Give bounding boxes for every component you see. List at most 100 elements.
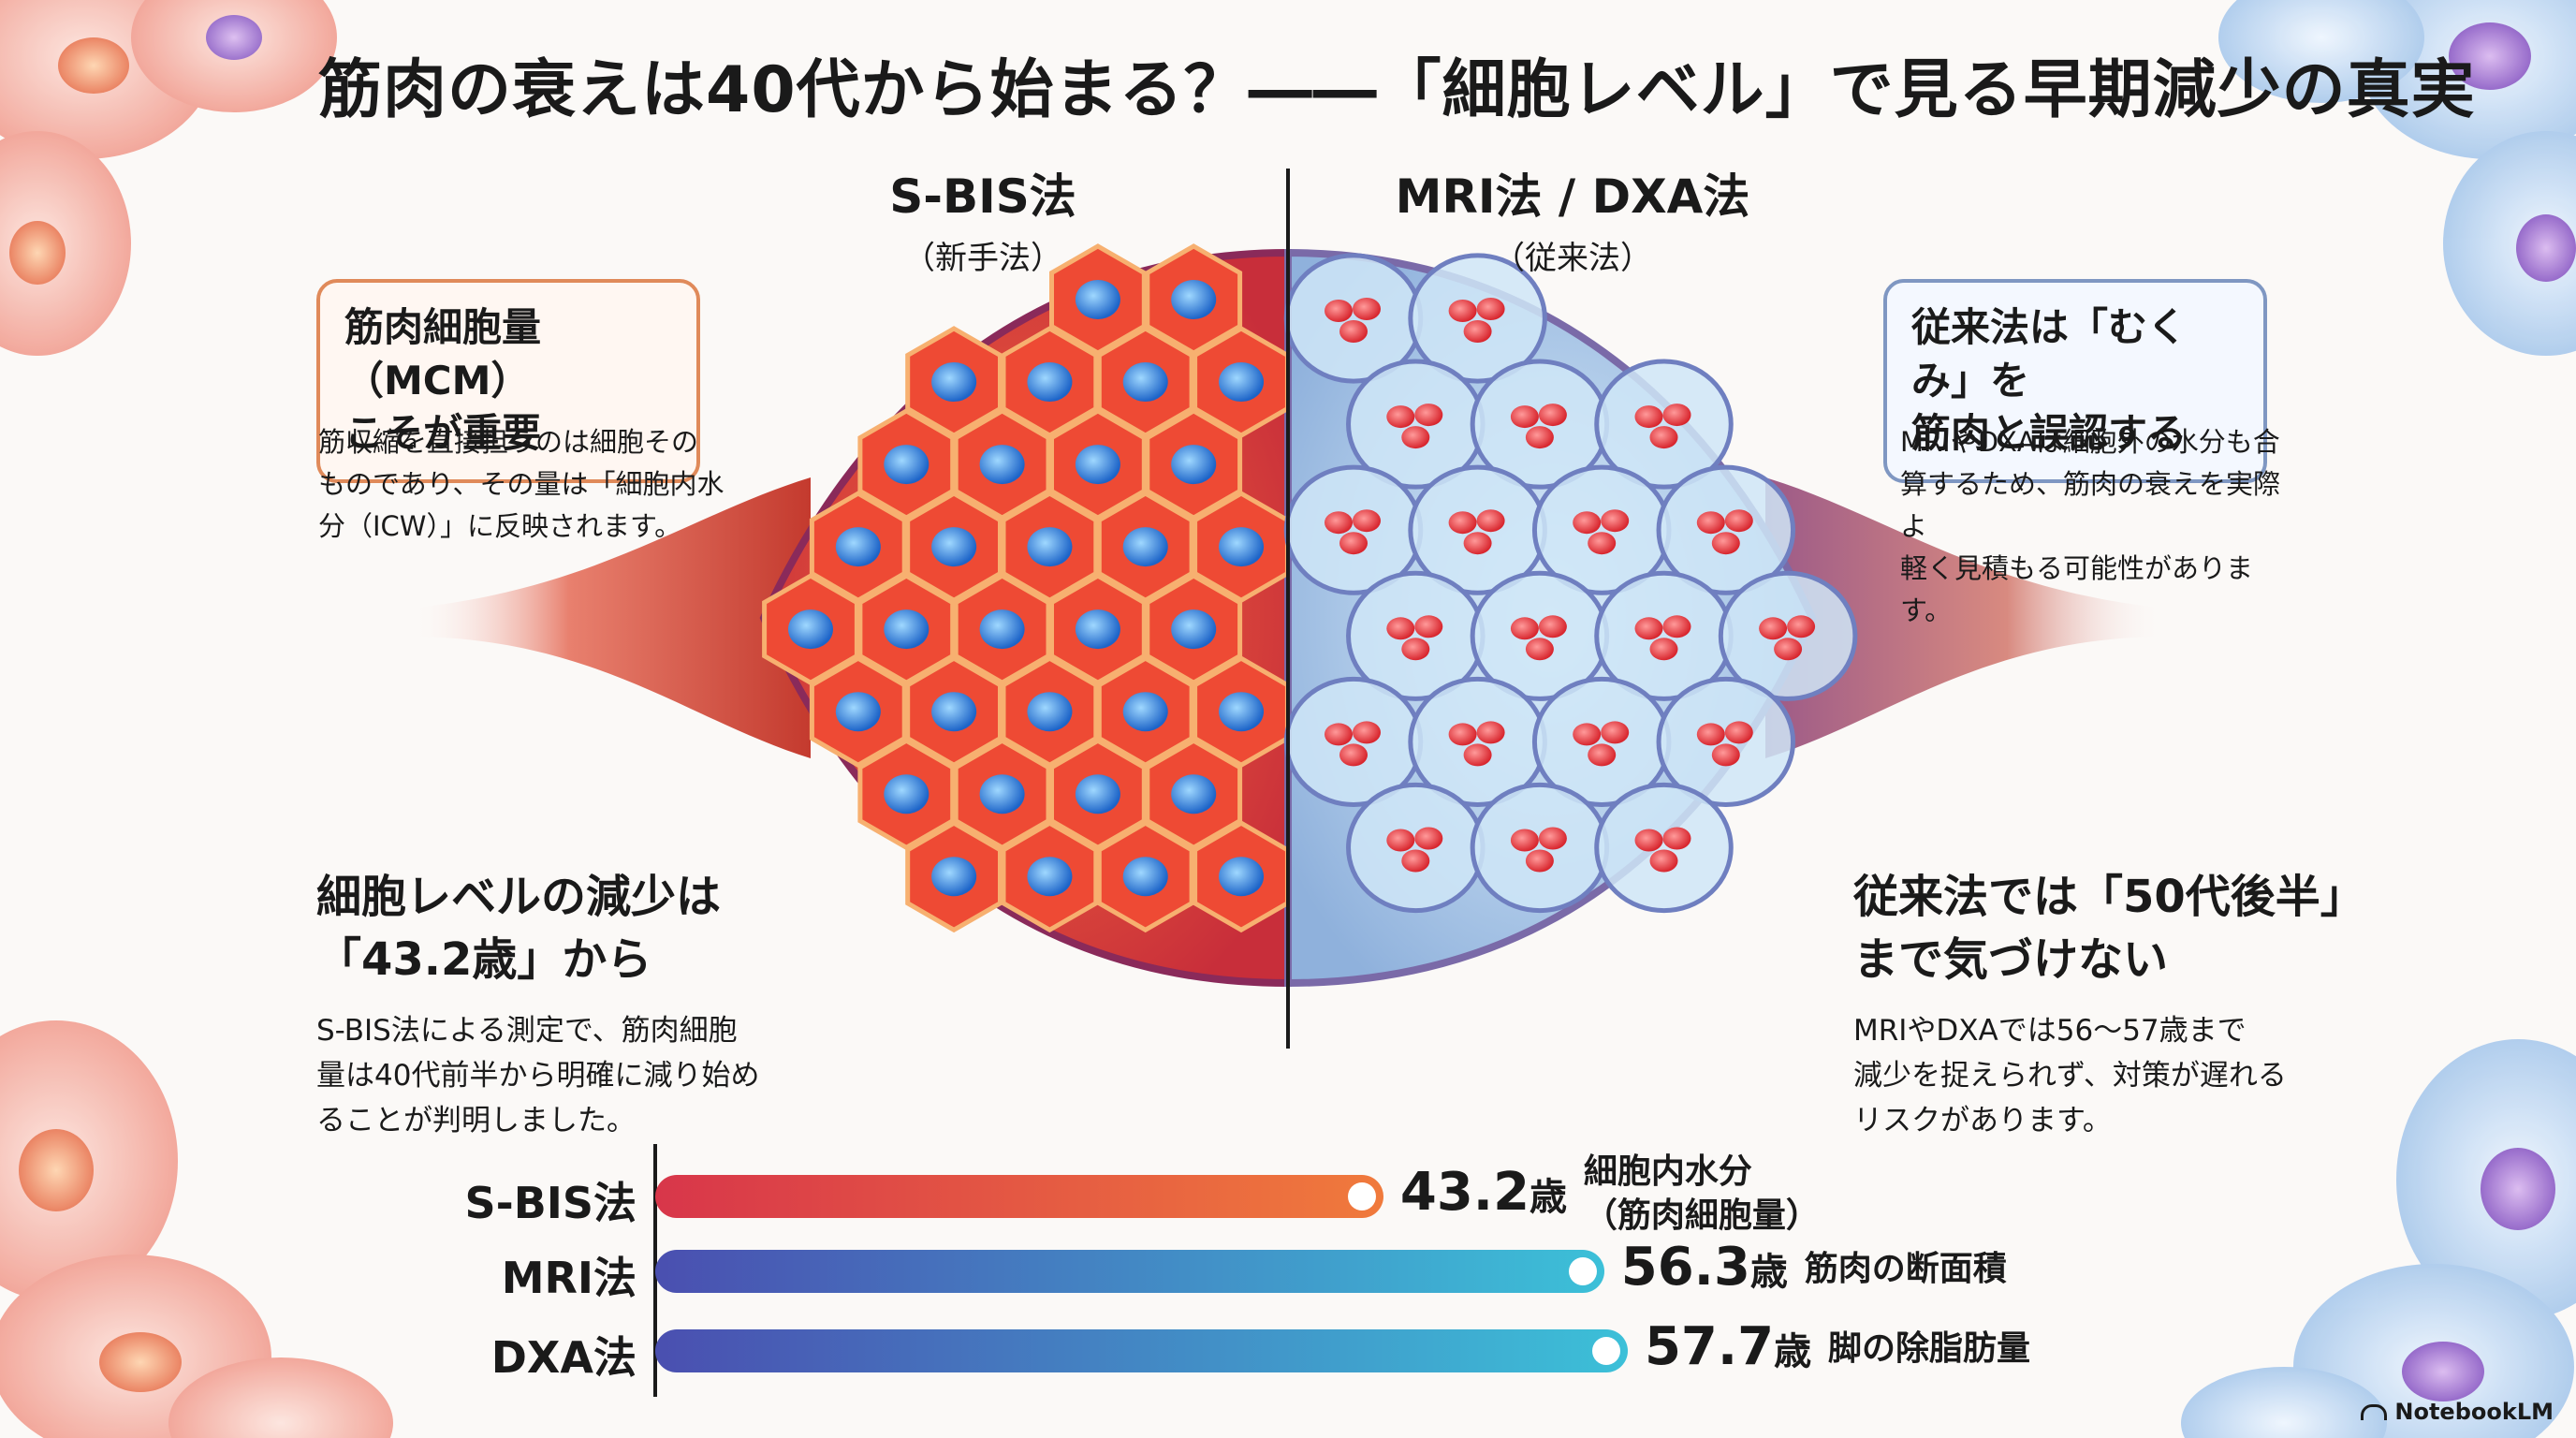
red-nucleus <box>1525 638 1554 661</box>
blue-nucleus <box>979 609 1025 650</box>
bar-end-marker <box>1591 1337 1620 1365</box>
right-finding-text-line: MRIやDXAでは56〜57歳まで <box>1853 1014 2247 1049</box>
bar-label: MRI法 <box>501 1253 637 1303</box>
bar <box>655 1250 1604 1293</box>
red-nucleus <box>1525 849 1554 873</box>
blue-nucleus <box>1122 692 1168 732</box>
red-nucleus <box>1476 298 1505 320</box>
red-nucleus <box>1414 404 1443 427</box>
bar-description: 脚の除脂肪量 <box>1828 1328 2030 1372</box>
blue-nucleus <box>1171 609 1217 650</box>
swollen-cell <box>1594 359 1734 490</box>
swollen-cell <box>1656 676 1796 807</box>
blue-nucleus <box>1075 280 1120 319</box>
right-callout-text: MRIやDXAは細胞外の水分も合 算するため、筋肉の衰えを実際よ 軽く見積もる可… <box>1900 421 2293 632</box>
left-finding-text-line: 量は40代前半から明確に減り始め <box>316 1059 760 1093</box>
blue-nucleus <box>835 527 881 567</box>
right-finding-head1: 従来法では「50代後半」 <box>1853 871 2365 923</box>
bar-value-number: 43.2 <box>1399 1162 1530 1223</box>
left-callout-text-line: 筋収縮を直接担うのは細胞その <box>318 426 699 458</box>
swollen-cell <box>1656 464 1796 595</box>
blue-nucleus <box>1219 857 1265 897</box>
red-nucleus <box>1649 849 1678 873</box>
red-nucleus <box>1448 511 1477 535</box>
right-finding: 従来法では「50代後半」 まで気づけない MRIやDXAでは56〜57歳まで 減… <box>1853 866 2378 1144</box>
blue-nucleus <box>884 445 929 485</box>
red-nucleus <box>1724 509 1753 533</box>
red-nucleus <box>1601 721 1630 744</box>
right-callout-text-line: 算するため、筋肉の衰えを実際よ <box>1900 467 2281 542</box>
red-nucleus <box>1573 511 1602 535</box>
red-nucleus <box>1386 617 1415 640</box>
red-nucleus <box>1463 532 1492 555</box>
right-method-header: MRI法 / DXA法 （従来法） <box>1367 159 1778 278</box>
blue-nucleus <box>884 609 929 650</box>
swollen-cell <box>1346 782 1486 914</box>
swollen-cell <box>1408 253 1547 384</box>
red-nucleus <box>1787 615 1816 638</box>
red-nucleus <box>1634 829 1663 852</box>
red-nucleus <box>1339 320 1368 343</box>
swollen-cell <box>1594 782 1734 914</box>
blue-nucleus <box>1027 527 1073 567</box>
red-nucleus <box>1401 638 1430 661</box>
bar-description-line: 細胞内水分 <box>1583 1152 1752 1191</box>
red-nucleus <box>1448 300 1477 322</box>
page-title: 筋肉の衰えは40代から始まる？――「細胞レベル」で見る早期減少の真実 <box>318 53 2476 127</box>
red-nucleus <box>1711 532 1740 555</box>
left-callout-line1: 筋肉細胞量（MCM） <box>344 304 542 404</box>
red-nucleus <box>1401 426 1430 449</box>
right-finding-text: MRIやDXAでは56〜57歳まで 減少を捉えられず、対策が遅れる リスクがあり… <box>1853 1008 2378 1143</box>
bar-label: DXA法 <box>490 1332 637 1383</box>
right-method-name: MRI法 / DXA法 <box>1395 169 1750 224</box>
left-finding-text-line: S-BIS法による測定で、筋肉細胞 <box>316 1014 738 1049</box>
red-nucleus <box>1696 511 1725 535</box>
red-nucleus <box>1325 723 1353 746</box>
red-nucleus <box>1588 532 1617 555</box>
bar-description-line: （筋肉細胞量） <box>1583 1196 1820 1235</box>
red-nucleus <box>1774 638 1803 661</box>
blue-nucleus <box>1027 362 1073 403</box>
left-finding-head1: 細胞レベルの減少は <box>316 871 722 923</box>
bar <box>655 1329 1628 1372</box>
bar-description-line: 筋肉の断面積 <box>1804 1250 2007 1288</box>
bar-value-number: 56.3 <box>1620 1237 1750 1298</box>
left-finding-text-line: ることが判明しました。 <box>316 1104 636 1138</box>
red-nucleus <box>1510 405 1539 429</box>
red-nucleus <box>1414 827 1443 850</box>
bar-value-unit: 歳 <box>1749 1251 1788 1294</box>
left-finding-text: S-BIS法による測定で、筋肉細胞 量は40代前半から明確に減り始め ることが判… <box>316 1008 803 1143</box>
bar-description: 細胞内水分 （筋肉細胞量） <box>1584 1151 1820 1239</box>
red-nucleus <box>1510 829 1539 852</box>
bar-description-line: 脚の除脂肪量 <box>1827 1329 2030 1368</box>
red-nucleus <box>1538 615 1567 638</box>
blue-nucleus <box>931 692 977 732</box>
red-nucleus <box>1662 404 1691 427</box>
blue-nucleus <box>1075 774 1120 814</box>
notebooklm-icon <box>2361 1403 2388 1420</box>
blue-nucleus <box>979 774 1025 814</box>
red-nucleus <box>1510 617 1539 640</box>
blue-nucleus <box>1122 527 1168 567</box>
right-callout-text-line: 軽く見積もる可能性があります。 <box>1900 551 2254 626</box>
left-method-header: S-BIS法 （新手法） <box>842 159 1123 278</box>
red-nucleus <box>1353 721 1381 744</box>
left-callout-box: 筋肉細胞量（MCM） こそが重要 <box>316 279 700 484</box>
left-callout-text: 筋収縮を直接担うのは細胞その ものであり、その量は「細胞内水 分（ICW）」に反… <box>318 421 730 548</box>
red-nucleus <box>1696 723 1725 746</box>
red-nucleus <box>1649 638 1678 661</box>
bar-end-marker <box>1568 1257 1597 1285</box>
bar-value: 43.2歳 <box>1400 1162 1567 1223</box>
left-callout-line2: こそが重要 <box>344 410 542 457</box>
blue-nucleus <box>979 445 1025 485</box>
red-nucleus <box>1724 721 1753 744</box>
blue-nucleus <box>1171 280 1217 319</box>
swollen-cell <box>1470 782 1610 914</box>
center-divider <box>1286 169 1290 1049</box>
left-method-sub: （新手法） <box>903 240 1062 277</box>
right-finding-head2: まで気づけない <box>1853 933 2169 987</box>
bar-value: 57.7歳 <box>1645 1316 1811 1377</box>
bar-description: 筋肉の断面積 <box>1805 1248 2007 1292</box>
blue-nucleus <box>788 609 833 650</box>
